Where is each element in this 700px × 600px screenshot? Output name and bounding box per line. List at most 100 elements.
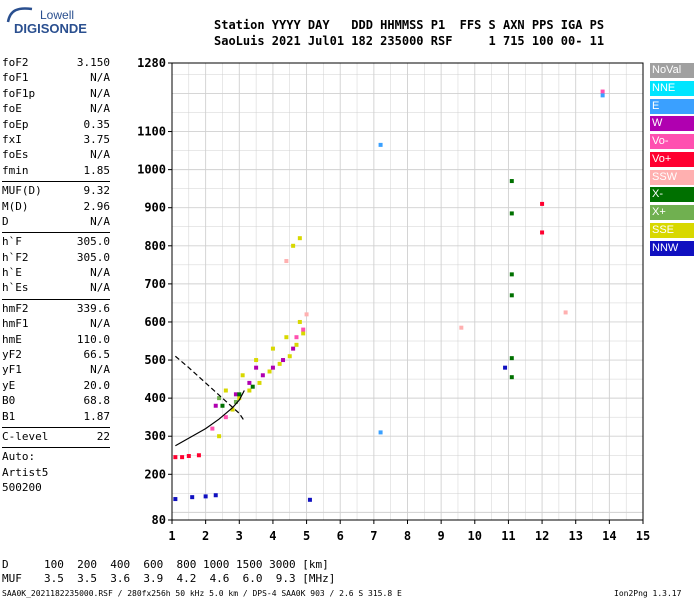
y-tick-label: 80 — [152, 513, 166, 527]
param-value: N/A — [90, 214, 110, 228]
y-tick-label: 1000 — [137, 163, 166, 177]
param-name: foE — [2, 102, 22, 116]
x-tick-label: 7 — [370, 529, 377, 543]
data-point-nnw — [213, 493, 218, 498]
param-group-3: h`F 305.0 h`F2 305.0 h`E N/A h`Es N/A — [2, 235, 110, 297]
data-point-x — [509, 211, 514, 216]
param-row: h`Es N/A — [2, 281, 110, 296]
data-point-sse — [247, 388, 252, 393]
param-row: MUF(D) 9.32 — [2, 184, 110, 199]
legend-item-e: E — [650, 98, 694, 114]
param-name: foEp — [2, 117, 29, 131]
param-name: MUF(D) — [2, 184, 42, 198]
data-point-w — [254, 365, 259, 370]
data-point-sse — [277, 361, 282, 366]
legend-item-x: X- — [650, 187, 694, 203]
param-name: hmE — [2, 332, 22, 346]
param-row: B1 1.87 — [2, 410, 110, 425]
divider — [2, 232, 110, 234]
data-point-nnw — [190, 495, 195, 500]
data-point-sse — [287, 354, 292, 359]
data-point-sse — [240, 373, 245, 378]
data-point-w — [270, 365, 275, 370]
param-value: 20.0 — [83, 378, 111, 392]
data-point-vo — [210, 426, 215, 431]
data-point-sse — [301, 331, 306, 336]
divider — [2, 426, 110, 428]
data-point-w — [260, 373, 265, 378]
data-point-vo — [600, 89, 605, 94]
x-tick-label: 6 — [337, 529, 344, 543]
autoscale-line2: Artist5 — [2, 465, 49, 479]
data-point-x — [220, 403, 225, 408]
data-point-ssw — [284, 259, 289, 264]
param-value: N/A — [90, 148, 110, 162]
y-tick-label: 700 — [144, 277, 166, 291]
param-name: h`F — [2, 235, 22, 249]
param-value: 66.5 — [83, 348, 111, 362]
logo-line2: DIGISONDE — [14, 21, 87, 36]
data-point-x — [509, 293, 514, 298]
param-row: fxI 3.75 — [2, 133, 110, 148]
param-row: h`F2 305.0 — [2, 251, 110, 266]
param-value: 305.0 — [76, 235, 110, 249]
y-tick-label: 900 — [144, 201, 166, 215]
param-name: foEs — [2, 148, 29, 162]
param-row: B0 68.8 — [2, 394, 110, 409]
param-name: M(D) — [2, 199, 29, 213]
param-name: fxI — [2, 132, 22, 146]
logo-line1: Lowell — [40, 8, 75, 22]
parameter-panel: foF2 3.150 foF1 N/A foF1p N/A foE N/A foEp 0.35 fx… — [2, 56, 110, 497]
data-point-sse — [270, 346, 275, 351]
param-value: N/A — [90, 281, 110, 295]
legend-item-vo: Vo- — [650, 134, 694, 149]
divider — [2, 298, 110, 300]
legend-item-w: W — [650, 116, 694, 132]
data-point-sse — [294, 342, 299, 347]
param-row: h`F 305.0 — [2, 235, 110, 250]
header-line1: Station YYYY DAY DDD HHMMSS P1 FFS S AXN… — [214, 18, 605, 32]
param-name: B1 — [2, 409, 16, 423]
y-tick-label: 800 — [144, 239, 166, 253]
param-value: 305.0 — [76, 250, 110, 264]
param-group-1: foF2 3.150 foF1 N/A foF1p N/A foE N/A foEp 0.35 fx… — [2, 56, 110, 179]
data-point-sse — [217, 434, 222, 439]
data-point-e — [600, 93, 605, 98]
param-row: hmF1 N/A — [2, 317, 110, 332]
data-point-w — [281, 358, 286, 363]
x-tick-label: 13 — [568, 529, 582, 543]
param-row: hmE 110.0 — [2, 333, 110, 348]
header-line2: SaoLuis 2021 Jul01 182 235000 RSF 1 715 … — [214, 34, 605, 48]
param-row-clevel: C-level 22 — [2, 430, 110, 445]
footer-file-info: SAA0K_2021182235000.RSF / 280fx256h 50 k… — [2, 589, 402, 598]
param-row: yF1 N/A — [2, 363, 110, 378]
data-point-nnw — [173, 497, 178, 502]
param-value: 1.85 — [83, 163, 111, 177]
data-point-vo — [196, 453, 201, 458]
data-point-e — [378, 142, 383, 147]
legend-item-x: X+ — [650, 205, 694, 220]
divider — [2, 447, 110, 449]
data-point-x — [217, 396, 222, 401]
param-name: yE — [2, 378, 16, 392]
legend-item-sse: SSE — [650, 222, 694, 238]
x-tick-label: 15 — [636, 529, 650, 543]
param-row: foF2 3.150 — [2, 56, 110, 71]
param-value: N/A — [90, 266, 110, 280]
param-row: yE 20.0 — [2, 379, 110, 394]
legend-item-noval: NoVal — [650, 63, 694, 78]
data-point-ssw — [304, 312, 309, 317]
footer-muf-values: 3.5 3.5 3.6 3.9 4.2 4.6 6.0 9.3 [MHz] — [44, 572, 336, 585]
data-point-vo — [173, 455, 178, 460]
param-value: 110.0 — [76, 332, 110, 346]
data-point-vo — [294, 335, 299, 340]
y-tick-label: 500 — [144, 353, 166, 367]
footer-muf-label: MUF — [2, 572, 22, 585]
y-tick-label: 1280 — [137, 56, 166, 70]
data-point-ssw — [459, 325, 464, 330]
data-point-e — [378, 430, 383, 435]
param-name: fmin — [2, 163, 29, 177]
param-name: h`Es — [2, 281, 29, 295]
x-tick-label: 2 — [202, 529, 209, 543]
data-point-vo — [186, 454, 191, 459]
